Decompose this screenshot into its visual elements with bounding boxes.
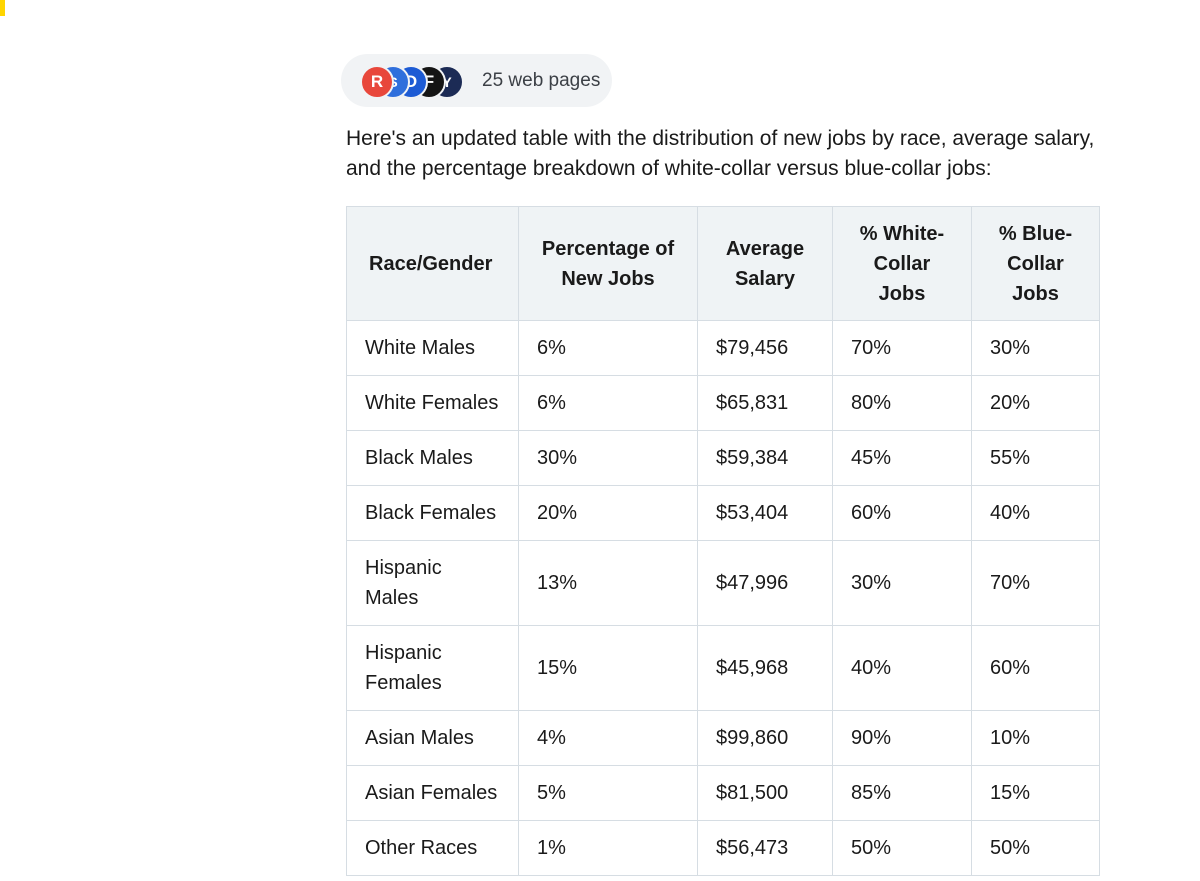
cell-white-collar: 90% [832,710,972,766]
cell-race-gender: Asian Females [346,765,519,821]
cell-percentage: 4% [518,710,698,766]
cell-percentage: 13% [518,540,698,626]
cell-percentage: 20% [518,485,698,541]
cell-percentage: 15% [518,625,698,711]
table-row: Hispanic Males 13% $47,996 30% 70% [346,540,1100,626]
source-favicons: R S D F Y [360,63,476,99]
table-row: Black Females 20% $53,404 60% 40% [346,485,1100,541]
cell-race-gender: Black Females [346,485,519,541]
header-race-gender: Race/Gender [346,206,519,321]
cell-white-collar: 60% [832,485,972,541]
yellow-marker [0,0,5,16]
cell-blue-collar: 60% [971,625,1100,711]
cell-blue-collar: 15% [971,765,1100,821]
table-row: White Females 6% $65,831 80% 20% [346,375,1100,431]
cell-race-gender: White Females [346,375,519,431]
table-row: Other Races 1% $56,473 50% 50% [346,820,1100,876]
cell-salary: $59,384 [697,430,833,486]
cell-blue-collar: 40% [971,485,1100,541]
cell-race-gender: Asian Males [346,710,519,766]
cell-white-collar: 30% [832,540,972,626]
header-white-collar: % White-Collar Jobs [832,206,972,321]
header-average-salary: Average Salary [697,206,833,321]
cell-race-gender: Other Races [346,820,519,876]
table-row: Asian Males 4% $99,860 90% 10% [346,710,1100,766]
cell-percentage: 5% [518,765,698,821]
intro-paragraph: Here's an updated table with the distrib… [346,127,1095,180]
cell-race-gender: Black Males [346,430,519,486]
cell-race-gender: Hispanic Females [346,625,519,711]
cell-blue-collar: 55% [971,430,1100,486]
cell-white-collar: 80% [832,375,972,431]
cell-white-collar: 40% [832,625,972,711]
site-favicon-icon: R [360,64,394,99]
cell-percentage: 6% [518,320,698,376]
cell-blue-collar: 30% [971,320,1100,376]
cell-salary: $99,860 [697,710,833,766]
cell-percentage: 6% [518,375,698,431]
cell-salary: $45,968 [697,625,833,711]
sources-count-label: 25 web pages [482,69,601,91]
table-row: Asian Females 5% $81,500 85% 15% [346,765,1100,821]
cell-race-gender: Hispanic Males [346,540,519,626]
cell-race-gender: White Males [346,320,519,376]
jobs-table: Race/Gender Percentage of New Jobs Avera… [346,206,1100,876]
cell-white-collar: 70% [832,320,972,376]
cell-blue-collar: 10% [971,710,1100,766]
cell-salary: $56,473 [697,820,833,876]
table-header-row: Race/Gender Percentage of New Jobs Avera… [346,206,1100,321]
cell-blue-collar: 70% [971,540,1100,626]
cell-blue-collar: 50% [971,820,1100,876]
cell-percentage: 1% [518,820,698,876]
cell-blue-collar: 20% [971,375,1100,431]
cell-salary: $79,456 [697,320,833,376]
table-row: Hispanic Females 15% $45,968 40% 60% [346,625,1100,711]
cell-salary: $65,831 [697,375,833,431]
cell-salary: $53,404 [697,485,833,541]
cell-white-collar: 50% [832,820,972,876]
cell-white-collar: 85% [832,765,972,821]
cell-white-collar: 45% [832,430,972,486]
table-row: Black Males 30% $59,384 45% 55% [346,430,1100,486]
sources-button[interactable]: R S D F Y 25 web pages [341,54,612,107]
table-row: White Males 6% $79,456 70% 30% [346,320,1100,376]
cell-salary: $81,500 [697,765,833,821]
cell-percentage: 30% [518,430,698,486]
cell-salary: $47,996 [697,540,833,626]
header-blue-collar: % Blue-Collar Jobs [971,206,1100,321]
header-percentage-new-jobs: Percentage of New Jobs [518,206,698,321]
